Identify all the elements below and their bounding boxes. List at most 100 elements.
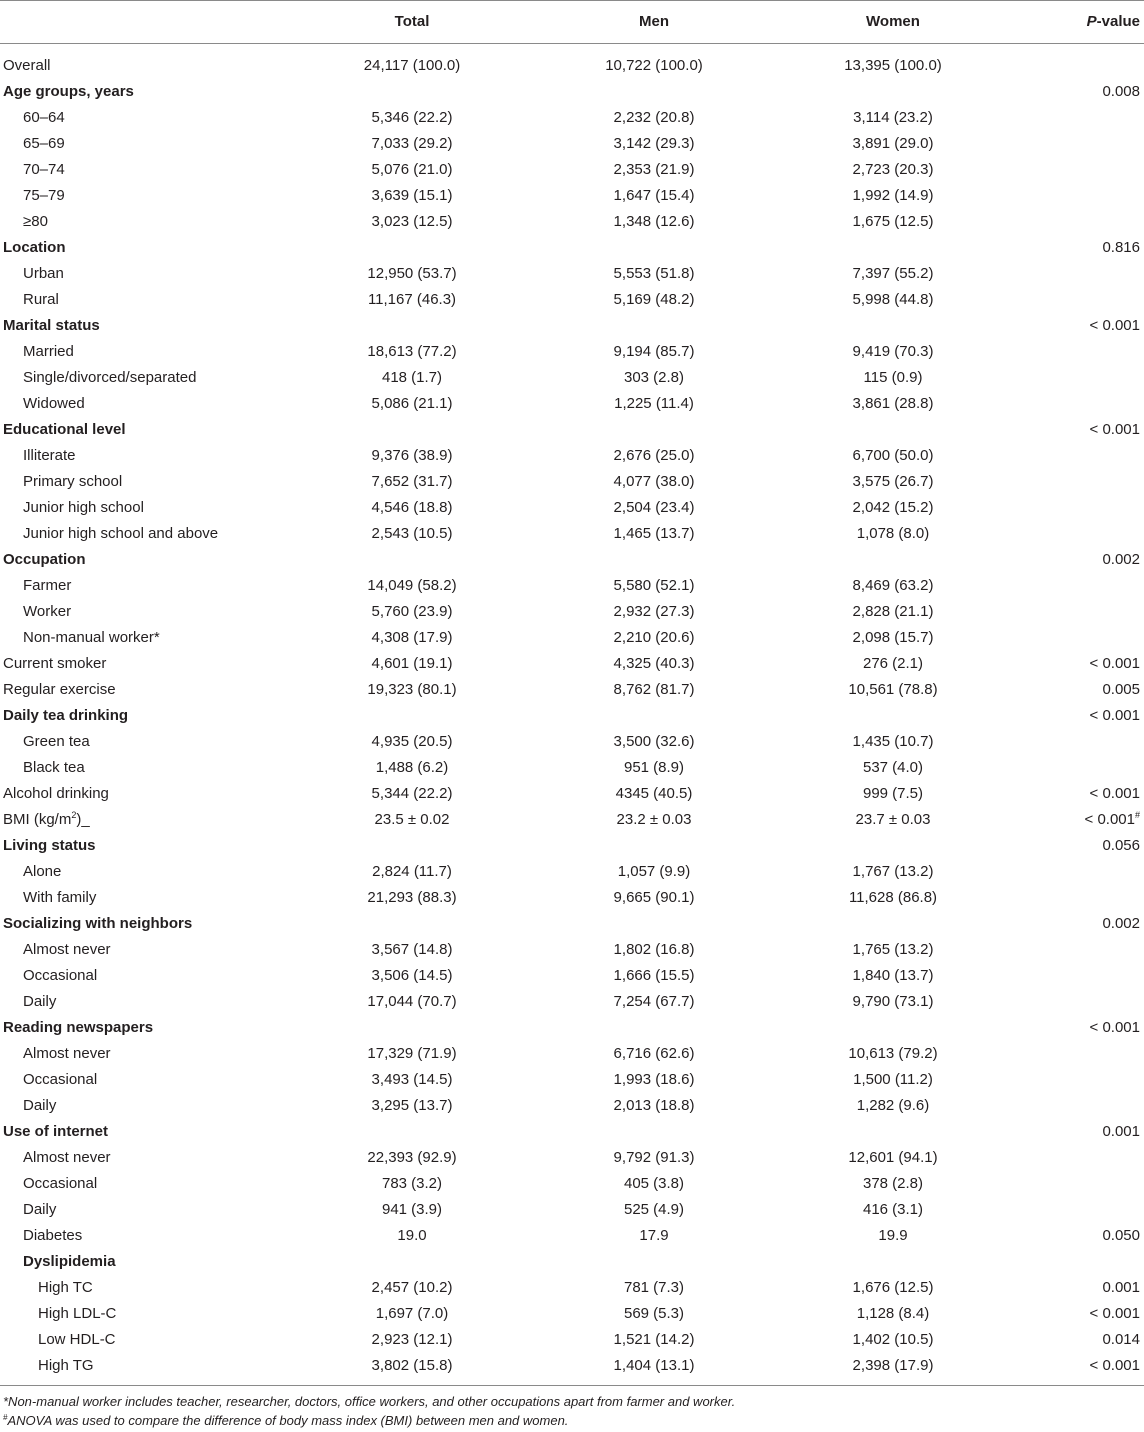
cell-men: 2,504 (23.4) [613, 499, 695, 516]
cell-women: 11,628 (86.8) [848, 889, 938, 906]
table-row: Diabetes 19.0 17.9 19.9 0.050 [0, 1223, 1144, 1249]
row-label: Daily [23, 989, 56, 1015]
row-label: Widowed [23, 391, 85, 417]
row-label: Reading newspapers [3, 1015, 153, 1041]
table-row: Current smoker 4,601 (19.1) 4,325 (40.3) 27… [0, 651, 1144, 677]
cell-men: 1,521 (14.2) [613, 1331, 695, 1348]
table-row: Urban 12,950 (53.7) 5,553 (51.8) 7,397 (55.… [0, 261, 1144, 287]
table-row: Alone 2,824 (11.7) 1,057 (9.9) 1,767 (13.2) [0, 859, 1144, 885]
cell-total: 17,044 (70.7) [367, 993, 457, 1010]
row-label: Dyslipidemia [23, 1249, 116, 1275]
cell-women: 5,998 (44.8) [852, 291, 934, 308]
row-label-text: Daily [23, 1201, 57, 1218]
cell-men: 1,647 (15.4) [613, 187, 695, 204]
row-label-text: Junior high school and above [23, 525, 219, 542]
cell-p-value: < 0.001 [1090, 651, 1140, 677]
row-label-tail: )_ [76, 811, 90, 828]
cell-women: 10,613 (79.2) [848, 1045, 938, 1062]
cell-p-value-text: < 0.001 [1089, 317, 1140, 334]
row-label-text: Alone [23, 863, 62, 880]
table-row: Green tea 4,935 (20.5) 3,500 (32.6) 1,435 (… [0, 729, 1144, 755]
cell-men: 1,802 (16.8) [613, 941, 695, 958]
cell-men: 1,666 (15.5) [613, 967, 695, 984]
cell-women: 19.9 [878, 1227, 908, 1244]
cell-men: 1,348 (12.6) [613, 213, 695, 230]
table-section-row: Location 0.816 [0, 235, 1144, 261]
cell-total: 941 (3.9) [381, 1201, 443, 1218]
row-label: ≥80 [23, 209, 48, 235]
cell-women: 2,098 (15.7) [852, 629, 934, 646]
row-label-text: Black tea [23, 759, 85, 776]
cell-women: 1,435 (10.7) [852, 733, 934, 750]
cell-women: 2,828 (21.1) [852, 603, 934, 620]
cell-p-value-text: 0.050 [1102, 1227, 1140, 1244]
cell-p-value: < 0.001 [1090, 1353, 1140, 1379]
table-row: Married 18,613 (77.2) 9,194 (85.7) 9,419 (7… [0, 339, 1144, 365]
cell-women: 3,575 (26.7) [852, 473, 934, 490]
cell-women: 2,398 (17.9) [852, 1357, 934, 1374]
row-label: Almost never [23, 937, 111, 963]
cell-p-value: 0.001 [1102, 1275, 1140, 1301]
table-row: Low HDL-C 2,923 (12.1) 1,521 (14.2) 1,402 (… [0, 1327, 1144, 1353]
cell-total: 14,049 (58.2) [367, 577, 457, 594]
cell-total: 22,393 (92.9) [367, 1149, 457, 1166]
row-label: 60–64 [23, 105, 65, 131]
cell-women: 1,282 (9.6) [856, 1097, 930, 1114]
table-row: Almost never 22,393 (92.9) 9,792 (91.3) 12,… [0, 1145, 1144, 1171]
row-label: Primary school [23, 469, 122, 495]
cell-p-value-text: 0.014 [1102, 1331, 1140, 1348]
cell-women: 13,395 (100.0) [844, 57, 942, 74]
header-p-italic: P [1086, 13, 1097, 30]
cell-total: 2,543 (10.5) [371, 525, 453, 542]
row-label-text: Farmer [23, 577, 72, 594]
row-label-text: High TC [38, 1279, 93, 1296]
row-label-text: Widowed [23, 395, 85, 412]
cell-p-value-text: 0.001 [1102, 1279, 1140, 1296]
row-label: Non-manual worker* [23, 625, 160, 651]
cell-total: 1,697 (7.0) [375, 1305, 449, 1322]
header-women: Women [866, 13, 920, 30]
cell-p-value: 0.001 [1102, 1119, 1140, 1145]
cell-p-value: 0.816 [1102, 235, 1140, 261]
cell-men: 525 (4.9) [623, 1201, 685, 1218]
table-row: 70–74 5,076 (21.0) 2,353 (21.9) 2,723 (20.3… [0, 157, 1144, 183]
cell-total: 2,457 (10.2) [371, 1279, 453, 1296]
cell-total: 17,329 (71.9) [367, 1045, 457, 1062]
table-footnotes: *Non-manual worker includes teacher, res… [3, 1392, 735, 1430]
cell-total: 3,506 (14.5) [371, 967, 453, 984]
table-row: Black tea 1,488 (6.2) 951 (8.9) 537 (4.0) [0, 755, 1144, 781]
row-label-text: Daily [23, 993, 57, 1010]
cell-total: 3,639 (15.1) [371, 187, 453, 204]
cell-p-value-text: < 0.001 [1089, 1357, 1140, 1374]
table-row: Alcohol drinking 5,344 (22.2) 4345 (40.5) 9… [0, 781, 1144, 807]
row-label-text: Rural [23, 291, 59, 308]
row-label: 65–69 [23, 131, 65, 157]
table-section-row: Age groups, years 0.008 [0, 79, 1144, 105]
table-row: Daily 3,295 (13.7) 2,013 (18.8) 1,282 (9.6) [0, 1093, 1144, 1119]
cell-women: 1,128 (8.4) [856, 1305, 930, 1322]
header-p-value: P-value [1087, 13, 1140, 30]
row-label-superscript: 2 [71, 810, 77, 820]
row-label: Single/divorced/separated [23, 365, 196, 391]
row-label: Regular exercise [3, 677, 116, 703]
table-row: With family 21,293 (88.3) 9,665 (90.1) 11,6… [0, 885, 1144, 911]
cell-women: 12,601 (94.1) [848, 1149, 938, 1166]
table-row: Overall 24,117 (100.0) 10,722 (100.0) 13,39… [0, 53, 1144, 79]
cell-men: 4345 (40.5) [615, 785, 693, 802]
row-label: Urban [23, 261, 64, 287]
table-section-row: Socializing with neighbors 0.002 [0, 911, 1144, 937]
row-label-text: Single/divorced/separated [23, 369, 197, 386]
cell-women: 3,114 (23.2) [853, 109, 933, 126]
row-label-text: Almost never [23, 941, 111, 958]
row-label: Almost never [23, 1041, 111, 1067]
cell-total: 4,308 (17.9) [371, 629, 453, 646]
cell-p-value: 0.008 [1102, 79, 1140, 105]
row-label-text: Living status [3, 837, 96, 854]
cell-total: 3,802 (15.8) [371, 1357, 453, 1374]
row-label-text: Occasional [23, 1071, 98, 1088]
table-row: Almost never 3,567 (14.8) 1,802 (16.8) 1,76… [0, 937, 1144, 963]
footnote-1: *Non-manual worker includes teacher, res… [3, 1394, 736, 1409]
row-label: Daily [23, 1093, 56, 1119]
cell-women: 7,397 (55.2) [852, 265, 934, 282]
footnote-2-text: ANOVA was used to compare the difference… [7, 1413, 569, 1428]
